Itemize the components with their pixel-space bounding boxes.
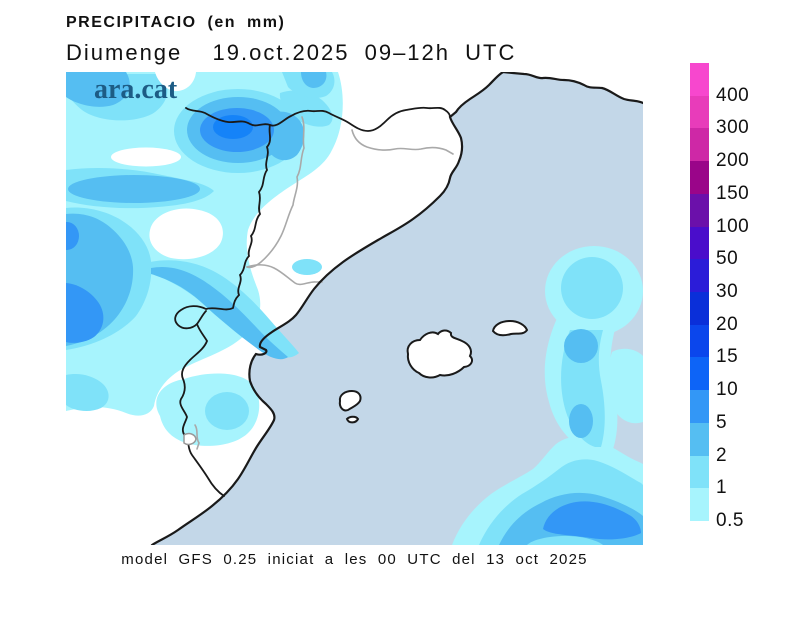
legend-label: 15 <box>716 346 739 368</box>
ara-cat-logo: ara.cat <box>94 74 178 105</box>
legend-label: 150 <box>716 182 750 204</box>
legend-segment <box>690 455 709 489</box>
legend-label: 50 <box>716 248 739 270</box>
map-title: PRECIPITACIO (en mm) <box>66 14 286 31</box>
precipitation-map <box>55 70 645 547</box>
legend-segment <box>690 488 709 522</box>
legend-label: 30 <box>716 281 739 302</box>
legend-label: 0.5 <box>716 510 744 531</box>
island-menorca <box>491 319 529 337</box>
color-scale-legend: 400 300 200 150 100 50 30 20 15 10 5 2 1 0.5 <box>690 63 800 533</box>
legend-label: 100 <box>716 215 750 237</box>
legend-segment <box>690 357 709 391</box>
legend-segment <box>690 95 709 129</box>
legend-label: 1 <box>716 477 728 499</box>
legend-segment <box>690 259 709 293</box>
model-info-text: model GFS 0.25 iniciat a les 00 UTC del … <box>121 551 588 568</box>
island-formentera <box>345 415 360 424</box>
coastline <box>150 70 645 547</box>
albufera-lagoon <box>183 432 197 446</box>
legend-label: 300 <box>716 117 750 139</box>
legend-label: 10 <box>716 379 739 401</box>
legend-segment <box>690 324 709 358</box>
legend-label: 2 <box>716 444 728 466</box>
legend-label: 20 <box>716 313 739 335</box>
balearic-islands <box>183 319 529 446</box>
legend-segment <box>690 128 709 162</box>
map-canvas <box>55 70 645 547</box>
island-mallorca <box>406 329 473 379</box>
regional-borders <box>194 116 454 450</box>
legend-segment <box>690 226 709 260</box>
legend-segment <box>690 63 709 97</box>
legend-segment <box>690 390 709 424</box>
legend-color-bar: 400 300 200 150 100 50 30 20 15 10 5 2 1 0.5 <box>690 63 749 531</box>
legend-label: 5 <box>716 411 728 433</box>
map-subtitle: Diumenge 19.oct.2025 09–12h UTC <box>66 40 517 65</box>
sea-area <box>152 72 643 545</box>
legend-label: 400 <box>716 84 750 106</box>
legend-segment <box>690 161 709 195</box>
legend-segment <box>690 193 709 228</box>
legend-label: 200 <box>716 150 750 172</box>
island-ibiza <box>338 389 362 412</box>
legend-segment <box>690 422 709 457</box>
precip-level-10mm <box>213 115 253 139</box>
country-borders <box>174 106 451 497</box>
dry-areas <box>111 72 603 545</box>
legend-segment <box>690 292 709 326</box>
